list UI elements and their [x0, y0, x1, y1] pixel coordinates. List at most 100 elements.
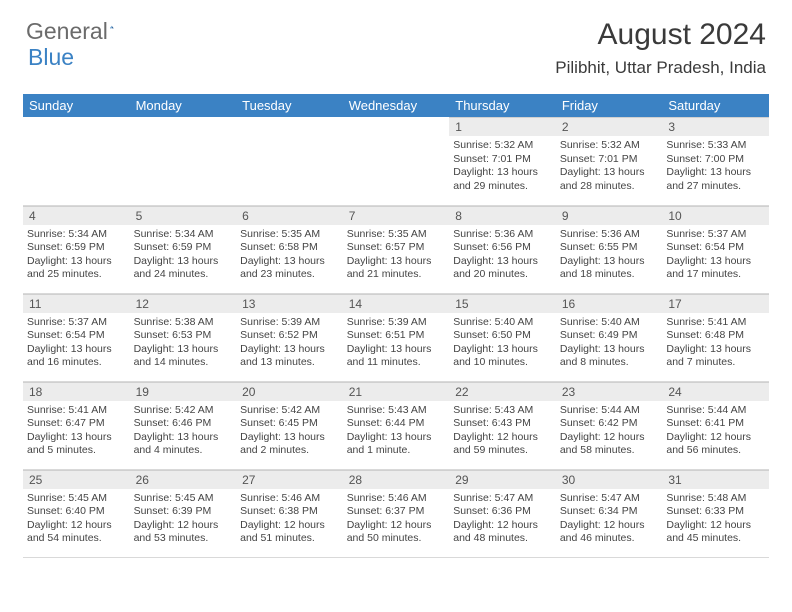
day-body: Sunrise: 5:33 AMSunset: 7:00 PMDaylight:… — [662, 136, 769, 198]
sunrise-line: Sunrise: 5:32 AM — [560, 139, 659, 153]
sunset-line: Sunset: 6:42 PM — [560, 417, 659, 431]
daylight-line: Daylight: 13 hours and 13 minutes. — [240, 343, 339, 370]
day-body: Sunrise: 5:38 AMSunset: 6:53 PMDaylight:… — [130, 313, 237, 375]
day-number: 17 — [662, 294, 769, 313]
sunrise-line: Sunrise: 5:37 AM — [27, 316, 126, 330]
sunset-line: Sunset: 6:50 PM — [453, 329, 552, 343]
sunset-line: Sunset: 6:57 PM — [347, 241, 446, 255]
day-number: 4 — [23, 206, 130, 225]
daylight-line: Daylight: 12 hours and 46 minutes. — [560, 519, 659, 546]
day-body: Sunrise: 5:43 AMSunset: 6:44 PMDaylight:… — [343, 401, 450, 463]
sunset-line: Sunset: 6:59 PM — [27, 241, 126, 255]
sunrise-line: Sunrise: 5:34 AM — [134, 228, 233, 242]
day-body: Sunrise: 5:34 AMSunset: 6:59 PMDaylight:… — [130, 225, 237, 287]
calendar-row: 18Sunrise: 5:41 AMSunset: 6:47 PMDayligh… — [23, 381, 769, 469]
daylight-line: Daylight: 12 hours and 51 minutes. — [240, 519, 339, 546]
day-body: Sunrise: 5:48 AMSunset: 6:33 PMDaylight:… — [662, 489, 769, 551]
sunrise-line: Sunrise: 5:33 AM — [666, 139, 765, 153]
calendar-row: 1Sunrise: 5:32 AMSunset: 7:01 PMDaylight… — [23, 117, 769, 205]
calendar-cell: 22Sunrise: 5:43 AMSunset: 6:43 PMDayligh… — [449, 381, 556, 469]
sunset-line: Sunset: 6:59 PM — [134, 241, 233, 255]
sunrise-line: Sunrise: 5:43 AM — [347, 404, 446, 418]
calendar-cell: 15Sunrise: 5:40 AMSunset: 6:50 PMDayligh… — [449, 293, 556, 381]
calendar-cell: 23Sunrise: 5:44 AMSunset: 6:42 PMDayligh… — [556, 381, 663, 469]
calendar-cell: 16Sunrise: 5:40 AMSunset: 6:49 PMDayligh… — [556, 293, 663, 381]
daylight-line: Daylight: 12 hours and 48 minutes. — [453, 519, 552, 546]
day-number: 13 — [236, 294, 343, 313]
sunset-line: Sunset: 6:47 PM — [27, 417, 126, 431]
daylight-line: Daylight: 13 hours and 5 minutes. — [27, 431, 126, 458]
sunset-line: Sunset: 6:43 PM — [453, 417, 552, 431]
sunrise-line: Sunrise: 5:37 AM — [666, 228, 765, 242]
sunset-line: Sunset: 6:58 PM — [240, 241, 339, 255]
daylight-line: Daylight: 13 hours and 16 minutes. — [27, 343, 126, 370]
daylight-line: Daylight: 12 hours and 56 minutes. — [666, 431, 765, 458]
calendar-row: 4Sunrise: 5:34 AMSunset: 6:59 PMDaylight… — [23, 205, 769, 293]
day-number: 10 — [662, 206, 769, 225]
day-body: Sunrise: 5:42 AMSunset: 6:46 PMDaylight:… — [130, 401, 237, 463]
day-number: 30 — [556, 470, 663, 489]
day-number: 9 — [556, 206, 663, 225]
daylight-line: Daylight: 13 hours and 8 minutes. — [560, 343, 659, 370]
day-body: Sunrise: 5:40 AMSunset: 6:50 PMDaylight:… — [449, 313, 556, 375]
calendar-cell: 19Sunrise: 5:42 AMSunset: 6:46 PMDayligh… — [130, 381, 237, 469]
daylight-line: Daylight: 12 hours and 54 minutes. — [27, 519, 126, 546]
daylight-line: Daylight: 13 hours and 2 minutes. — [240, 431, 339, 458]
calendar-table: SundayMondayTuesdayWednesdayThursdayFrid… — [23, 94, 769, 558]
daylight-line: Daylight: 13 hours and 29 minutes. — [453, 166, 552, 193]
sunrise-line: Sunrise: 5:34 AM — [27, 228, 126, 242]
daylight-line: Daylight: 13 hours and 11 minutes. — [347, 343, 446, 370]
sunset-line: Sunset: 7:01 PM — [560, 153, 659, 167]
calendar-cell: 31Sunrise: 5:48 AMSunset: 6:33 PMDayligh… — [662, 469, 769, 557]
day-number: 31 — [662, 470, 769, 489]
calendar-cell: 18Sunrise: 5:41 AMSunset: 6:47 PMDayligh… — [23, 381, 130, 469]
calendar-cell: 2Sunrise: 5:32 AMSunset: 7:01 PMDaylight… — [556, 117, 663, 205]
sunset-line: Sunset: 6:33 PM — [666, 505, 765, 519]
day-body: Sunrise: 5:40 AMSunset: 6:49 PMDaylight:… — [556, 313, 663, 375]
calendar-cell: 25Sunrise: 5:45 AMSunset: 6:40 PMDayligh… — [23, 469, 130, 557]
day-body: Sunrise: 5:32 AMSunset: 7:01 PMDaylight:… — [449, 136, 556, 198]
calendar-cell: 8Sunrise: 5:36 AMSunset: 6:56 PMDaylight… — [449, 205, 556, 293]
sunrise-line: Sunrise: 5:40 AM — [453, 316, 552, 330]
day-number: 12 — [130, 294, 237, 313]
day-body: Sunrise: 5:36 AMSunset: 6:55 PMDaylight:… — [556, 225, 663, 287]
sunrise-line: Sunrise: 5:35 AM — [240, 228, 339, 242]
sunrise-line: Sunrise: 5:47 AM — [453, 492, 552, 506]
daylight-line: Daylight: 13 hours and 24 minutes. — [134, 255, 233, 282]
sunrise-line: Sunrise: 5:45 AM — [27, 492, 126, 506]
calendar-cell: 4 Sunrise: 5:34 AMSunset: 6:59 PMDaylight… — [23, 205, 130, 293]
calendar-cell: 24Sunrise: 5:44 AMSunset: 6:41 PMDayligh… — [662, 381, 769, 469]
sunrise-line: Sunrise: 5:44 AM — [560, 404, 659, 418]
day-body: Sunrise: 5:42 AMSunset: 6:45 PMDaylight:… — [236, 401, 343, 463]
calendar-cell: 27Sunrise: 5:46 AMSunset: 6:38 PMDayligh… — [236, 469, 343, 557]
daylight-line: Daylight: 13 hours and 25 minutes. — [27, 255, 126, 282]
sunset-line: Sunset: 6:38 PM — [240, 505, 339, 519]
daylight-line: Daylight: 12 hours and 50 minutes. — [347, 519, 446, 546]
sunrise-line: Sunrise: 5:36 AM — [453, 228, 552, 242]
day-number: 18 — [23, 382, 130, 401]
calendar-cell — [236, 117, 343, 205]
calendar-cell — [130, 117, 237, 205]
daylight-line: Daylight: 13 hours and 18 minutes. — [560, 255, 659, 282]
day-number: 2 — [556, 117, 663, 136]
calendar-cell: 29Sunrise: 5:47 AMSunset: 6:36 PMDayligh… — [449, 469, 556, 557]
sunset-line: Sunset: 6:34 PM — [560, 505, 659, 519]
calendar-row: 11Sunrise: 5:37 AMSunset: 6:54 PMDayligh… — [23, 293, 769, 381]
day-number: 15 — [449, 294, 556, 313]
weekday-header: Monday — [130, 94, 237, 117]
day-number: 7 — [343, 206, 450, 225]
calendar-cell: 30Sunrise: 5:47 AMSunset: 6:34 PMDayligh… — [556, 469, 663, 557]
day-body: Sunrise: 5:41 AMSunset: 6:48 PMDaylight:… — [662, 313, 769, 375]
sunrise-line: Sunrise: 5:36 AM — [560, 228, 659, 242]
day-number: 22 — [449, 382, 556, 401]
sunrise-line: Sunrise: 5:42 AM — [134, 404, 233, 418]
day-body: Sunrise: 5:37 AMSunset: 6:54 PMDaylight:… — [662, 225, 769, 287]
day-number: 3 — [662, 117, 769, 136]
weekday-header: Thursday — [449, 94, 556, 117]
day-number: 6 — [236, 206, 343, 225]
sunset-line: Sunset: 6:55 PM — [560, 241, 659, 255]
calendar-cell: 14Sunrise: 5:39 AMSunset: 6:51 PMDayligh… — [343, 293, 450, 381]
calendar-cell: 26Sunrise: 5:45 AMSunset: 6:39 PMDayligh… — [130, 469, 237, 557]
daylight-line: Daylight: 12 hours and 58 minutes. — [560, 431, 659, 458]
day-body: Sunrise: 5:44 AMSunset: 6:42 PMDaylight:… — [556, 401, 663, 463]
